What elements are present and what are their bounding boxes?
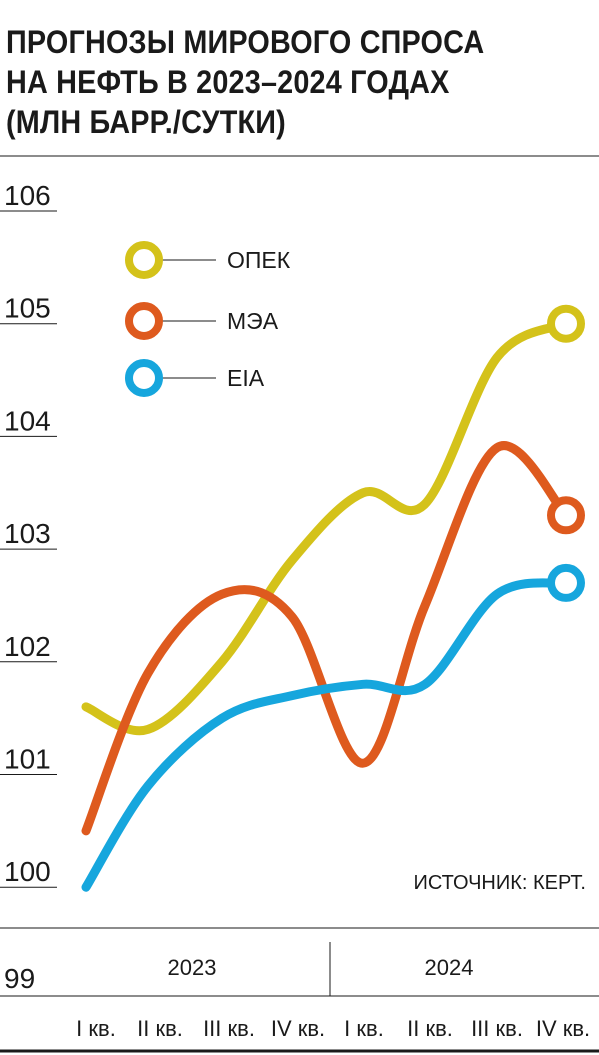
x-tick-label: IV кв. bbox=[271, 1016, 325, 1041]
year-label-2023: 2023 bbox=[168, 955, 217, 980]
legend-label-МЭА: МЭА bbox=[227, 308, 279, 334]
series-end-marker-МЭА bbox=[547, 496, 585, 535]
y-tick-label-105: 105 bbox=[4, 293, 51, 324]
legend-marker-МЭА bbox=[125, 302, 163, 340]
series-line-МЭА bbox=[81, 441, 571, 836]
source-note: ИСТОЧНИК: КЕРТ. bbox=[414, 872, 587, 894]
x-tick-label: IV кв. bbox=[536, 1016, 590, 1041]
legend-label-ОПЕК: ОПЕК bbox=[227, 247, 291, 273]
x-tick-label: I кв. bbox=[76, 1016, 116, 1041]
x-tick-label: III кв. bbox=[203, 1016, 255, 1041]
x-tick-label: I кв. bbox=[344, 1016, 384, 1041]
chart-title: ПРОГНОЗЫ МИРОВОГО СПРОСА НА НЕФТЬ В 2023… bbox=[6, 22, 528, 142]
y-tick-label-104: 104 bbox=[4, 405, 51, 436]
y-tick-label-106: 106 bbox=[4, 180, 51, 211]
x-tick-label: II кв. bbox=[137, 1016, 183, 1041]
x-tick-label: III кв. bbox=[471, 1016, 523, 1041]
legend: ОПЕК МЭА EIA bbox=[125, 241, 291, 397]
y-tick-label-101: 101 bbox=[4, 744, 51, 775]
title-line-3: (МЛН БАРР./СУТКИ) bbox=[6, 104, 286, 140]
legend-label-EIA: EIA bbox=[227, 365, 265, 391]
series-end-marker-ОПЕК bbox=[547, 304, 585, 343]
y-axis: 106 105 104 103 102 101 100 99 bbox=[0, 180, 57, 994]
y-tick-label-102: 102 bbox=[4, 631, 51, 662]
y-tick-label-100: 100 bbox=[4, 856, 51, 887]
title-line-2: НА НЕФТЬ В 2023–2024 ГОДАХ bbox=[6, 64, 450, 100]
x-axis: 2023 2024 I кв. II кв. III кв. IV кв. I кв. II … bbox=[0, 927, 599, 1053]
legend-marker-EIA bbox=[125, 359, 163, 397]
y-tick-label-103: 103 bbox=[4, 518, 51, 549]
series-line-ОПЕК bbox=[81, 319, 571, 736]
legend-marker-ОПЕК bbox=[125, 241, 163, 279]
series-end-marker-EIA bbox=[547, 563, 585, 602]
series-layer bbox=[81, 304, 585, 892]
series-line-EIA bbox=[81, 578, 571, 892]
year-label-2024: 2024 bbox=[425, 955, 474, 980]
title-line-1: ПРОГНОЗЫ МИРОВОГО СПРОСА bbox=[6, 24, 485, 60]
y-tick-label-99: 99 bbox=[4, 963, 35, 994]
x-tick-label: II кв. bbox=[407, 1016, 453, 1041]
